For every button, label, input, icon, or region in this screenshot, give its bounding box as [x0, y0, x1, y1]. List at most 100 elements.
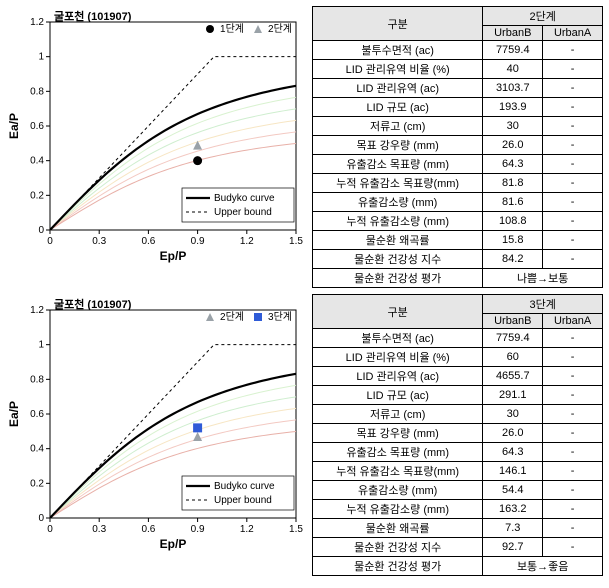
svg-text:굴포천 (101907): 굴포천 (101907) [54, 9, 132, 23]
cell: 15.8 [483, 231, 543, 250]
svg-text:1.5: 1.5 [289, 524, 303, 535]
svg-text:1.2: 1.2 [240, 236, 254, 247]
cell: - [543, 193, 603, 212]
row-label: 목표 강우량 (mm) [313, 136, 483, 155]
row-label: LID 관리유역 비율 (%) [313, 60, 483, 79]
cell: 163.2 [483, 500, 543, 519]
row-label: 불투수면적 (ac) [313, 329, 483, 348]
budyko-chart: 00.30.60.91.21.500.20.40.60.811.2Ep/PEa/… [6, 294, 306, 554]
svg-text:0: 0 [38, 225, 44, 236]
row-label: 목표 강우량 (mm) [313, 424, 483, 443]
svg-text:0.4: 0.4 [30, 156, 44, 167]
row-label: 누적 유출감소 목표량(mm) [313, 174, 483, 193]
svg-text:0.2: 0.2 [30, 478, 44, 489]
cell: - [543, 405, 603, 424]
table-row: 물순환 건강성 지수84.2- [313, 250, 603, 269]
col-gubun: 구분 [313, 7, 483, 41]
sub-col: UrbanB [483, 314, 543, 329]
table-row: LID 관리유역 (ac)4655.7- [313, 367, 603, 386]
svg-text:1.2: 1.2 [30, 305, 44, 316]
svg-text:0: 0 [47, 524, 53, 535]
table-row: 물순환 건강성 평가보통→좋음 [313, 557, 603, 576]
svg-text:Ea/P: Ea/P [7, 401, 21, 427]
row-label: LID 관리유역 (ac) [313, 367, 483, 386]
table-row: 유출감소량 (mm)54.4- [313, 481, 603, 500]
svg-text:0.6: 0.6 [30, 121, 44, 132]
table-row: 물순환 건강성 지수92.7- [313, 538, 603, 557]
row-label: LID 관리유역 (ac) [313, 79, 483, 98]
svg-text:1.2: 1.2 [30, 17, 44, 28]
sub-col: UrbanA [543, 26, 603, 41]
cell: - [543, 60, 603, 79]
cell: 40 [483, 60, 543, 79]
table-row: 목표 강우량 (mm)26.0- [313, 424, 603, 443]
svg-text:0.3: 0.3 [92, 236, 106, 247]
cell: 64.3 [483, 443, 543, 462]
svg-text:0.2: 0.2 [30, 190, 44, 201]
cell: - [543, 481, 603, 500]
svg-text:1.2: 1.2 [240, 524, 254, 535]
cell: 3103.7 [483, 79, 543, 98]
svg-text:Upper bound: Upper bound [214, 495, 272, 506]
cell: 81.6 [483, 193, 543, 212]
cell: 26.0 [483, 424, 543, 443]
svg-text:굴포천 (101907): 굴포천 (101907) [54, 297, 132, 311]
svg-text:Upper bound: Upper bound [214, 207, 272, 218]
row-label: 물순환 왜곡률 [313, 231, 483, 250]
cell: - [543, 231, 603, 250]
row-label: 저류고 (cm) [313, 405, 483, 424]
cell: - [543, 386, 603, 405]
row-label: 유출감소량 (mm) [313, 193, 483, 212]
row-label: LID 관리유역 비율 (%) [313, 348, 483, 367]
svg-text:2단계: 2단계 [268, 23, 292, 35]
table-row: 물순환 건강성 평가나쁨→보통 [313, 269, 603, 288]
budyko-chart: 00.30.60.91.21.500.20.40.60.811.2Ep/PEa/… [6, 6, 306, 266]
cell: 30 [483, 405, 543, 424]
cell: 193.9 [483, 98, 543, 117]
sub-col: UrbanB [483, 26, 543, 41]
table-row: LID 규모 (ac)193.9- [313, 98, 603, 117]
svg-text:0.8: 0.8 [30, 374, 44, 385]
cell: 64.3 [483, 155, 543, 174]
table-cell: 구분2단계UrbanBUrbanA불투수면적 (ac)7759.4-LID 관리… [306, 6, 603, 288]
cell: - [543, 155, 603, 174]
cell: - [543, 41, 603, 60]
row-label: 유출감소 목표량 (mm) [313, 443, 483, 462]
row-label: 유출감소 목표량 (mm) [313, 155, 483, 174]
table-row: 물순환 왜곡률7.3- [313, 519, 603, 538]
cell: - [543, 500, 603, 519]
cell: 7.3 [483, 519, 543, 538]
table-row: LID 관리유역 비율 (%)40- [313, 60, 603, 79]
cell: - [543, 117, 603, 136]
cell: - [543, 98, 603, 117]
chart-cell: 00.30.60.91.21.500.20.40.60.811.2Ep/PEa/… [6, 294, 306, 554]
svg-text:Budyko curve: Budyko curve [214, 481, 275, 492]
cell: 보통→좋음 [483, 557, 603, 576]
cell: - [543, 174, 603, 193]
svg-text:1: 1 [38, 52, 44, 63]
sub-col: UrbanA [543, 314, 603, 329]
cell: - [543, 538, 603, 557]
svg-text:0.3: 0.3 [92, 524, 106, 535]
cell: - [543, 443, 603, 462]
row-label: 물순환 건강성 지수 [313, 250, 483, 269]
row-label: 물순환 건강성 지수 [313, 538, 483, 557]
cell: 4655.7 [483, 367, 543, 386]
cell: 291.1 [483, 386, 543, 405]
svg-text:1단계: 1단계 [220, 23, 244, 35]
cell: 7759.4 [483, 41, 543, 60]
table-row: 저류고 (cm)30- [313, 117, 603, 136]
result-table: 구분2단계UrbanBUrbanA불투수면적 (ac)7759.4-LID 관리… [312, 6, 603, 288]
cell: - [543, 212, 603, 231]
cell: - [543, 424, 603, 443]
row-label: 물순환 왜곡률 [313, 519, 483, 538]
table-row: 물순환 왜곡률15.8- [313, 231, 603, 250]
table-row: 저류고 (cm)30- [313, 405, 603, 424]
col-stage: 3단계 [483, 295, 603, 314]
row-label: 누적 유출감소 목표량(mm) [313, 462, 483, 481]
row-label: 물순환 건강성 평가 [313, 269, 483, 288]
svg-text:Ep/P: Ep/P [160, 249, 187, 263]
svg-text:2단계: 2단계 [220, 311, 244, 323]
svg-text:1.5: 1.5 [289, 236, 303, 247]
result-table: 구분3단계UrbanBUrbanA불투수면적 (ac)7759.4-LID 관리… [312, 294, 603, 576]
